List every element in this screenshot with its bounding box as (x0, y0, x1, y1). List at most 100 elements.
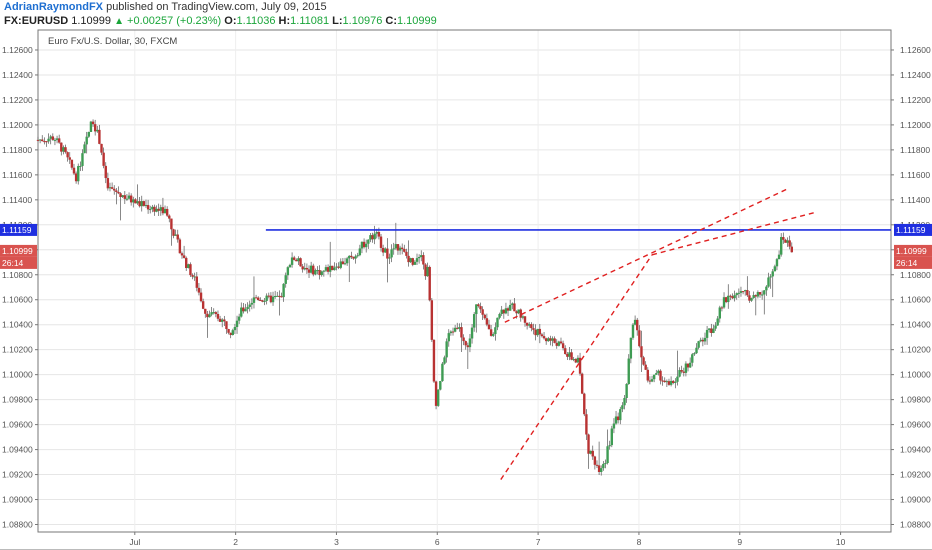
candle-down (462, 337, 465, 342)
candle-down (746, 290, 749, 296)
candle-up (496, 317, 499, 328)
candle-down (45, 141, 48, 143)
tick-label-right: 1.08800 (900, 520, 931, 530)
candle-down (549, 338, 552, 341)
candle-up (343, 263, 347, 265)
author-link[interactable]: AdrianRaymondFX (4, 1, 104, 13)
candle-down (278, 295, 281, 297)
candle-up (320, 271, 323, 276)
candle-up (449, 331, 453, 334)
candle-down (583, 393, 586, 415)
trendline (500, 254, 653, 480)
candle-up (655, 373, 658, 375)
candle-up (309, 265, 313, 273)
candle-down (280, 296, 283, 298)
candle-up (756, 292, 760, 297)
candle-down (667, 381, 671, 385)
tick-label-right: 1.12600 (900, 45, 931, 55)
tick-label-left: 1.10800 (2, 270, 33, 280)
candle-down (460, 327, 463, 338)
candle-down (295, 259, 298, 262)
low-value: 1.10976 (342, 15, 383, 27)
candle-up (233, 327, 237, 331)
candle-up (536, 328, 539, 336)
candle-down (638, 330, 641, 347)
candle-down (102, 152, 105, 166)
candle-up (335, 266, 338, 268)
candle-up (735, 293, 738, 296)
candle-down (422, 255, 425, 265)
countdown-badge-left-text: 26:14 (2, 258, 24, 268)
candle-down (182, 255, 186, 258)
tick-label-right: 1.12000 (900, 120, 931, 130)
candle-up (303, 267, 306, 270)
candle-up (693, 353, 696, 355)
candle-up (108, 187, 112, 189)
candle-up (610, 428, 614, 446)
candle-down (646, 369, 650, 381)
candle-down (597, 465, 601, 472)
candle-down (487, 324, 491, 330)
candle-down (591, 450, 594, 457)
candle-up (494, 327, 497, 335)
candle-down (682, 371, 685, 373)
candle-up (612, 423, 616, 429)
candle-down (257, 297, 260, 301)
tick-label-x: 9 (737, 537, 742, 547)
candle-up (608, 445, 611, 447)
candle-up (627, 358, 630, 385)
candle-down (142, 201, 146, 206)
x-axis: Jul 2 3 6 7 8 9 10 (129, 532, 846, 547)
price-badge-left-bg (0, 244, 37, 257)
candle-up (221, 319, 224, 322)
candle-down (242, 307, 245, 312)
candle-down (636, 319, 639, 331)
candle-down (341, 261, 345, 265)
candle-down (98, 129, 101, 144)
candle-up (174, 234, 177, 236)
candle-up (149, 209, 152, 211)
candle-down (754, 295, 757, 297)
candle-up (354, 256, 357, 259)
candle-up (714, 325, 717, 329)
candle-up (394, 244, 398, 249)
candle-down (434, 381, 438, 406)
candle-up (602, 463, 605, 469)
candle-down (161, 207, 165, 214)
candle-up (89, 121, 93, 132)
candle-up (629, 337, 633, 359)
candle-up (373, 233, 376, 240)
candle-down (307, 269, 311, 273)
candle-up (665, 381, 669, 383)
candle-down (405, 251, 408, 256)
candle-down (701, 339, 705, 342)
candle-down (530, 324, 533, 329)
candle-down (456, 327, 459, 329)
candle-down (566, 354, 569, 357)
candle-down (199, 292, 203, 302)
candle-up (786, 240, 789, 243)
candle-up (716, 318, 719, 326)
tick-label-left: 1.10400 (2, 320, 33, 330)
candle-down (540, 334, 544, 337)
close-value: 1.10999 (396, 15, 437, 27)
tick-label-left: 1.10200 (2, 345, 33, 355)
candle-down (129, 195, 133, 203)
candle-up (210, 312, 213, 315)
candle-down (293, 257, 296, 260)
candle-up (388, 257, 391, 259)
candle-down (326, 267, 330, 272)
price-badges: 1.11159 1.11159 1.10999 1.10999 26:14 26:14 (0, 223, 932, 269)
price-badge-right-bg (894, 244, 932, 257)
price-value: 1.10999 (71, 15, 111, 27)
candle-down (525, 322, 529, 326)
candle-up (568, 352, 571, 357)
candle-down (191, 275, 194, 277)
candle-up (356, 255, 359, 257)
tick-label-right: 1.10400 (900, 320, 931, 330)
open-value: 1.11036 (236, 15, 276, 27)
candle-up (324, 267, 328, 271)
candle-up (250, 302, 254, 305)
candle-up (441, 363, 444, 382)
